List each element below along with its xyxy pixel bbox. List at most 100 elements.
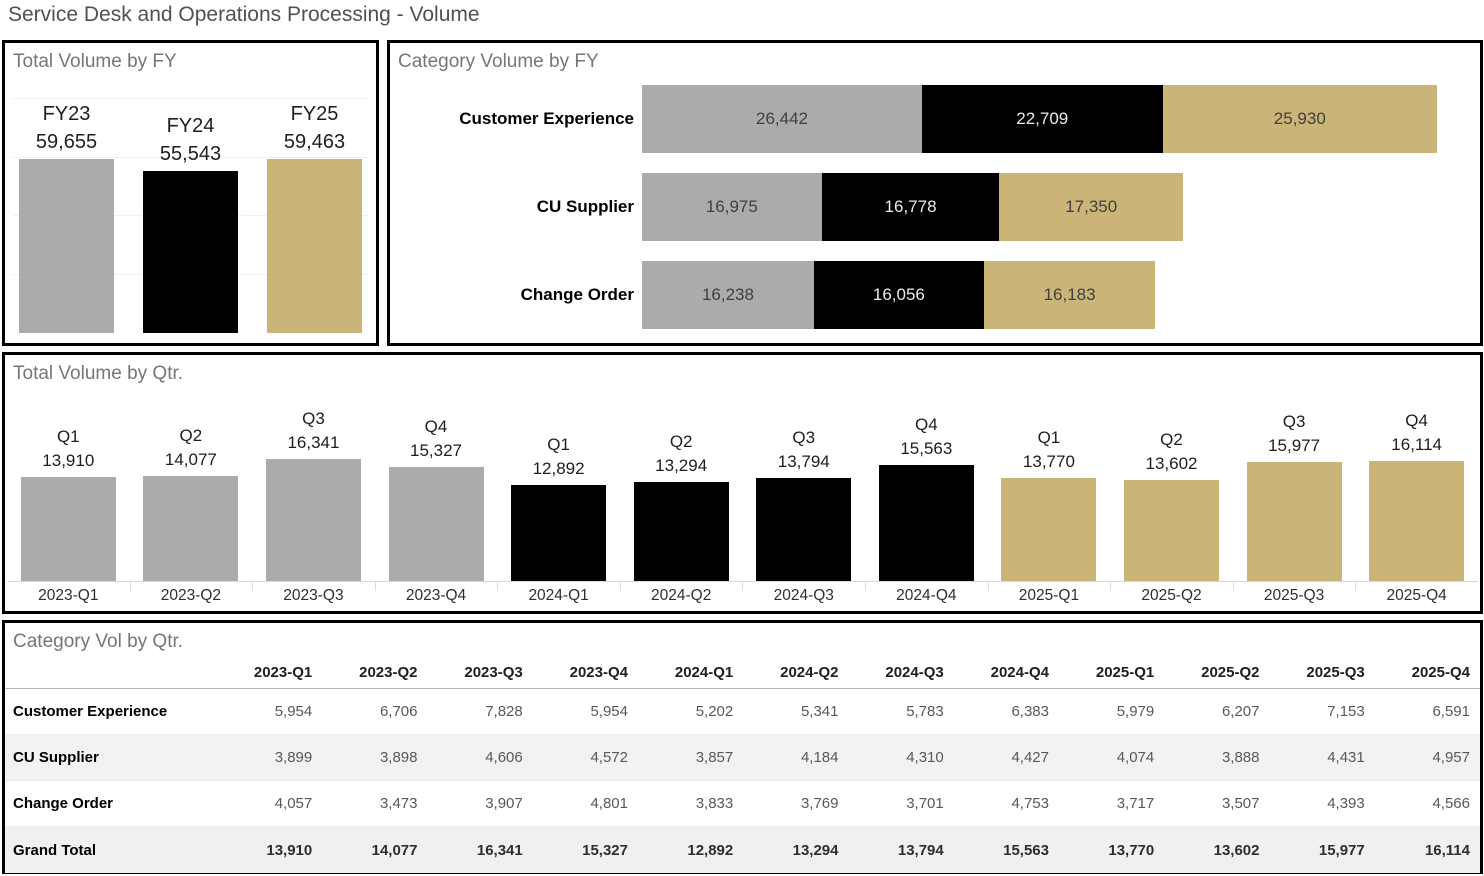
qtr-bar-2025-q2[interactable] (1123, 479, 1219, 581)
qtr-bar-label: Q1 13,910 (42, 425, 94, 473)
table-header-row: 2023-Q1 2023-Q2 2023-Q3 2023-Q4 2024-Q1 2024-… (5, 657, 1480, 689)
qtr-bar-2023-q1[interactable] (20, 477, 116, 581)
segment-value-label: 16,975 (705, 197, 758, 216)
qtr-quarter-label: Q1 (547, 434, 570, 454)
axis-tick (1110, 582, 1112, 591)
table-cell-2024-q4: 15,563 (1003, 841, 1049, 859)
panel-category-vol-by-qtr: Category Vol by Qtr. 2023-Q1 2023-Q2 2023-… (2, 620, 1483, 874)
table-cell-2025-q3: 7,153 (1327, 703, 1365, 720)
category-volume-by-fy-chart: Customer Experience 26,442 22,709 25,930 CU … (390, 73, 1480, 339)
segment-fy24-change-order[interactable]: 16,056 (813, 261, 984, 329)
table-cell-2023-q1: 4,057 (274, 795, 313, 812)
qtr-value-label: 16,114 (1391, 434, 1443, 454)
fy-bar-fy25[interactable] (267, 159, 362, 333)
table-header-2023-q1: 2023-Q1 (253, 664, 313, 681)
qtr-quarter-label: Q3 (792, 428, 816, 448)
table-cell-2023-q2: 3,473 (379, 795, 418, 812)
axis-label-text: 2025-Q3 (1263, 587, 1325, 604)
qtr-axis-label-2023-q2: 2023-Q2 (129, 582, 253, 610)
table-cell-2024-q3: 4,310 (906, 749, 944, 766)
table-cell-2024-q3: 5,783 (906, 703, 944, 720)
table-cell-2023-q4: 5,954 (590, 703, 628, 720)
qtr-bar-group-2023-q2: Q2 14,077 (130, 424, 253, 581)
table-cell-2023-q1: 5,954 (274, 703, 313, 720)
qtr-bar-group-2024-q3: Q3 13,794 (742, 426, 865, 581)
fy-bar-fy23[interactable] (19, 158, 114, 333)
segment-value-label: 25,930 (1273, 109, 1326, 128)
table-cell-2024-q2: 4,184 (800, 749, 839, 766)
qtr-bar-2024-q2[interactable] (633, 481, 729, 581)
qtr-axis-label-2024-q2: 2024-Q2 (619, 582, 743, 610)
table-cell-2023-q2: 6,706 (379, 703, 418, 720)
qtr-bar-2024-q4[interactable] (878, 465, 974, 581)
segment-fy23-customer-experience[interactable]: 26,442 (642, 85, 922, 153)
qtr-bar-2023-q3[interactable] (265, 459, 361, 581)
table-row-label: Change Order (13, 795, 114, 812)
table-cell-2025-q4: 4,566 (1432, 795, 1470, 812)
segment-fy25-customer-experience[interactable]: 25,930 (1162, 85, 1438, 153)
table-row-cu-supplier: CU Supplier 3,899 3,898 4,606 4,572 3,857 4,18… (5, 735, 1480, 781)
table-cell-2023-q1: 13,910 (266, 841, 313, 859)
fy-bar-fy24[interactable] (143, 170, 238, 333)
qtr-quarter-label: Q2 (669, 431, 693, 451)
qtr-bar-2025-q4[interactable] (1369, 460, 1465, 581)
gridline (13, 98, 368, 99)
table-cell-2025-q1: 4,074 (1116, 749, 1155, 766)
qtr-bar-2023-q2[interactable] (143, 476, 239, 581)
segment-fy23-change-order[interactable]: 16,238 (642, 261, 814, 329)
table-cell-2023-q4: 4,801 (590, 795, 628, 812)
table-cell-2023-q2: 3,898 (379, 749, 418, 766)
qtr-quarter-label: Q2 (1160, 429, 1183, 449)
axis-label-text: 2024-Q4 (896, 587, 957, 604)
qtr-bar-2025-q3[interactable] (1246, 461, 1342, 581)
axis-label-text: 2023-Q3 (283, 587, 344, 604)
qtr-value-label: 15,563 (900, 439, 953, 458)
table-cell-2024-q3: 13,794 (897, 841, 944, 859)
table-row-customer-experience: Customer Experience 5,954 6,706 7,828 5,954 5… (5, 689, 1480, 735)
fy-value-label: 59,655 (35, 130, 98, 153)
qtr-value-label: 15,327 (410, 440, 463, 460)
segment-value-label: 16,183 (1043, 285, 1096, 304)
table-header-2025-q3: 2025-Q3 (1306, 664, 1365, 681)
qtr-bar-2024-q3[interactable] (756, 478, 852, 581)
segment-fy25-change-order[interactable]: 16,183 (983, 261, 1156, 329)
table-cell-2023-q4: 15,327 (582, 841, 628, 859)
qtr-axis-label-2024-q3: 2024-Q3 (742, 582, 865, 610)
table-header-2024-q2: 2024-Q2 (780, 664, 839, 681)
qtr-x-axis: 2023-Q1 2023-Q2 2023-Q3 2023-Q4 2024-Q1 2024-… (7, 581, 1478, 610)
qtr-bar-group-2024-q2: Q2 13,294 (620, 430, 743, 581)
segment-fy24-customer-experience[interactable]: 22,709 (922, 85, 1163, 153)
qtr-bar-2023-q4[interactable] (388, 466, 484, 581)
qtr-axis-label-2024-q4: 2024-Q4 (865, 582, 988, 610)
qtr-quarter-label: Q4 (1405, 410, 1428, 430)
qtr-bar-2024-q1[interactable] (511, 484, 607, 581)
qtr-value-label: 12,892 (532, 458, 585, 478)
segment-fy24-cu-supplier[interactable]: 16,778 (821, 173, 1000, 241)
qtr-value-label: 13,602 (1145, 453, 1198, 473)
table-cell-2024-q2: 5,341 (800, 703, 839, 720)
qtr-bar-label: Q3 15,977 (1268, 410, 1320, 458)
table-cell-2025-q4: 16,114 (1424, 841, 1470, 859)
qtr-quarter-label: Q2 (179, 426, 203, 446)
table-cell-2024-q1: 5,202 (695, 703, 734, 720)
qtr-value-label: 13,770 (1022, 452, 1075, 472)
qtr-bar-label: Q4 15,563 (900, 413, 952, 461)
qtr-bar-group-2023-q3: Q3 16,341 (252, 407, 375, 581)
table-header-2025-q2: 2025-Q2 (1201, 664, 1260, 681)
table-cell-2024-q2: 13,294 (792, 841, 839, 859)
fy-bar-group-fy23: FY23 59,655 (19, 100, 114, 333)
qtr-value-label: 13,794 (777, 452, 830, 472)
table-cell-2024-q3: 3,701 (906, 795, 944, 812)
qtr-bar-label: Q2 13,294 (655, 430, 707, 478)
segment-fy23-cu-supplier[interactable]: 16,975 (642, 173, 822, 241)
segment-fy25-cu-supplier[interactable]: 17,350 (999, 173, 1184, 241)
table-cell-2023-q4: 4,572 (590, 749, 628, 766)
qtr-quarter-label: Q4 (424, 416, 448, 436)
qtr-bar-2025-q1[interactable] (1001, 478, 1097, 581)
qtr-bar-group-2025-q3: Q3 15,977 (1233, 410, 1356, 581)
table-row-label: Customer Experience (13, 703, 168, 720)
table-cell-2025-q3: 4,431 (1327, 749, 1365, 766)
panel-total-volume-by-fy: Total Volume by FY FY23 59,655 FY24 55,543 F… (2, 40, 379, 346)
total-volume-by-qtr-chart: Q1 13,910 Q2 14,077 Q3 16,341 Q4 15,327 Q1 12,892… (7, 385, 1478, 581)
table-cell-2023-q3: 7,828 (485, 703, 523, 720)
